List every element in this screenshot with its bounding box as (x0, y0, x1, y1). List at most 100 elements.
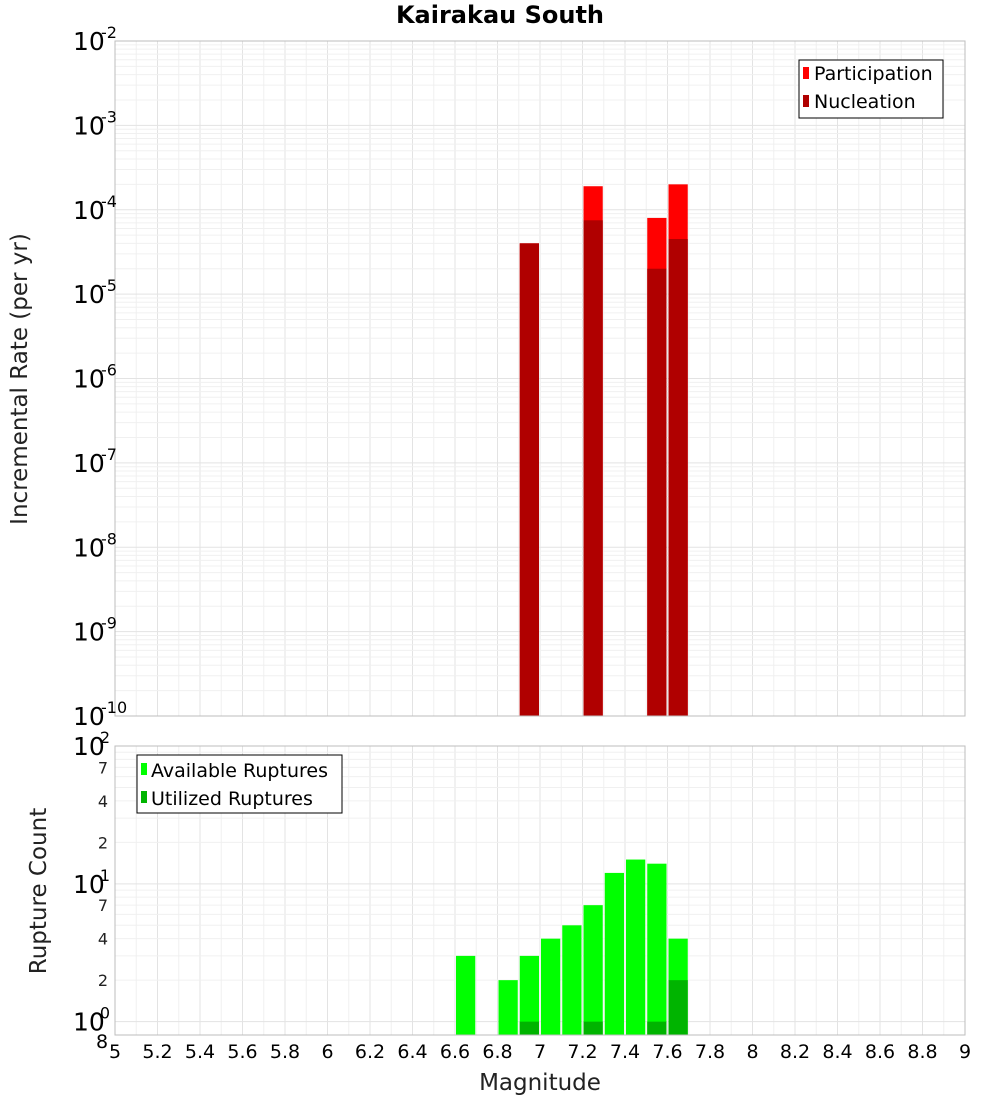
count-y-axis-label: Rupture Count (26, 808, 52, 974)
x-tick-label: 7.4 (610, 1041, 640, 1063)
rate-y-tick-base: 10 (73, 702, 105, 731)
count-plot-frame (114, 745, 966, 1036)
rate-y-tick-exponent: -8 (101, 529, 117, 548)
count-a-bar-7.35 (604, 872, 624, 1035)
x-tick-label: 6.4 (397, 1041, 427, 1063)
rate-y-tick: 10-10 (73, 698, 127, 731)
rate-y-tick-base: 10 (73, 449, 105, 478)
rate-y-tick-exponent: -2 (101, 23, 117, 42)
x-tick-label: 5.4 (185, 1041, 215, 1063)
x-tick-label: 6.8 (482, 1041, 512, 1063)
x-tick-label: 8.8 (907, 1041, 937, 1063)
rate-y-tick-base: 10 (73, 280, 105, 309)
rate-y-tick-exponent: -10 (101, 698, 127, 717)
count-b-bar-7.55 (647, 1021, 667, 1035)
count-bars (456, 859, 688, 1035)
x-tick-label: 6.6 (440, 1041, 470, 1063)
legend-nucleation-swatch (803, 95, 809, 107)
rate-y-tick: 10-5 (73, 276, 117, 309)
rate-y-tick-base: 10 (73, 618, 105, 647)
rate-y-tick: 10-3 (73, 107, 117, 140)
rate-y-tick-exponent: -9 (101, 614, 117, 633)
count-y-tick-base: 10 (73, 870, 105, 899)
rate-y-tick: 10-8 (73, 529, 117, 562)
rate-y-tick: 10-2 (73, 23, 117, 56)
x-tick-label: 5.8 (270, 1041, 300, 1063)
x-tick-label: 8 (746, 1041, 758, 1063)
x-tick-label: 7.2 (567, 1041, 597, 1063)
count-a-bar-7.45 (626, 859, 646, 1035)
count-a-bar-6.95 (519, 955, 539, 1035)
count-y-tick-minor: 4 (98, 792, 108, 811)
count-a-bar-6.85 (498, 980, 518, 1035)
x-tick-label: 8.2 (780, 1041, 810, 1063)
legend-available-label: Available Ruptures (151, 760, 328, 782)
rate-y-tick-base: 10 (73, 111, 105, 140)
count-y-tick-major: 102 (73, 728, 110, 761)
chart-title: Kairakau South (396, 1, 604, 29)
count-gridlines (114, 745, 966, 1036)
x-tick-label: 8.4 (822, 1041, 852, 1063)
x-axis-ticks: 5 5.2 5.4 5.6 5.8 6 6.2 6.4 6.6 6.8 7 7.2 7.4 7.6 7.8 8… (109, 1041, 971, 1063)
count-a-bar-7.25 (583, 905, 603, 1035)
x-tick-label: 7.8 (695, 1041, 725, 1063)
rate-y-tick: 10-7 (73, 445, 117, 478)
rate-y-axis-label: Incremental Rate (per yr) (7, 233, 33, 525)
count-y-tick-major: 100 (73, 1004, 110, 1037)
x-tick-label: 7 (534, 1041, 546, 1063)
rate-plot-frame (114, 40, 966, 717)
count-y-tick-minor: 4 (98, 930, 108, 949)
rate-y-tick-base: 10 (73, 533, 105, 562)
rate-y-tick: 10-9 (73, 614, 117, 647)
count-b-bar-7.65 (668, 980, 688, 1035)
x-tick-label: 5 (109, 1041, 121, 1063)
count-y-tick-major: 101 (73, 866, 110, 899)
legend-utilized-swatch (141, 791, 147, 803)
count-a-bar-7.15 (562, 925, 582, 1035)
x-tick-label: 5.2 (142, 1041, 172, 1063)
legend-utilized-label: Utilized Ruptures (151, 788, 313, 810)
count-a-bar-6.65 (456, 955, 476, 1035)
count-y-tick-base: 10 (73, 732, 105, 761)
rate-legend: Participation Nucleation (798, 59, 944, 119)
count-y-tick-exponent: 1 (100, 866, 110, 885)
count-y-tick-minor: 2 (98, 833, 108, 852)
x-tick-label: 8.6 (865, 1041, 895, 1063)
rate-y-tick-base: 10 (73, 365, 105, 394)
x-tick-label: 6.2 (355, 1041, 385, 1063)
legend-available-swatch (141, 763, 147, 775)
rate-legend-box (798, 59, 944, 119)
rate-b-bar-7.65 (668, 239, 688, 716)
rate-y-tick: 10-4 (73, 192, 117, 225)
rate-y-tick-exponent: -4 (101, 192, 117, 211)
count-y-tick-minor: 8 (96, 1031, 108, 1053)
count-y-tick-minor: 7 (98, 758, 108, 777)
rate-y-tick-exponent: -5 (101, 276, 117, 295)
rate-b-bar-7.25 (583, 220, 603, 717)
count-y-tick-exponent: 2 (100, 728, 110, 747)
rate-y-tick: 10-6 (73, 361, 117, 394)
rate-y-tick-exponent: -3 (101, 107, 117, 126)
x-tick-label: 7.6 (652, 1041, 682, 1063)
x-tick-label: 5.6 (227, 1041, 257, 1063)
rate-y-tick-base: 10 (73, 196, 105, 225)
count-a-bar-7.55 (647, 863, 667, 1035)
count-y-tick-minor: 2 (98, 971, 108, 990)
legend-participation-swatch (803, 67, 809, 79)
legend-participation-label: Participation (814, 63, 933, 85)
count-b-bar-6.95 (519, 1021, 539, 1035)
count-legend-box (136, 754, 343, 814)
count-y-tick-base: 10 (73, 1008, 105, 1037)
rate-bars (519, 184, 688, 717)
count-legend: Available Ruptures Utilized Ruptures (136, 754, 343, 814)
x-tick-label: 9 (959, 1041, 971, 1063)
count-y-tick-minor: 7 (98, 896, 108, 915)
count-y-tick-exponent: 0 (100, 1004, 110, 1023)
rate-y-tick-exponent: -7 (101, 445, 117, 464)
rate-gridlines (114, 40, 966, 717)
count-b-bar-7.25 (583, 1021, 603, 1035)
